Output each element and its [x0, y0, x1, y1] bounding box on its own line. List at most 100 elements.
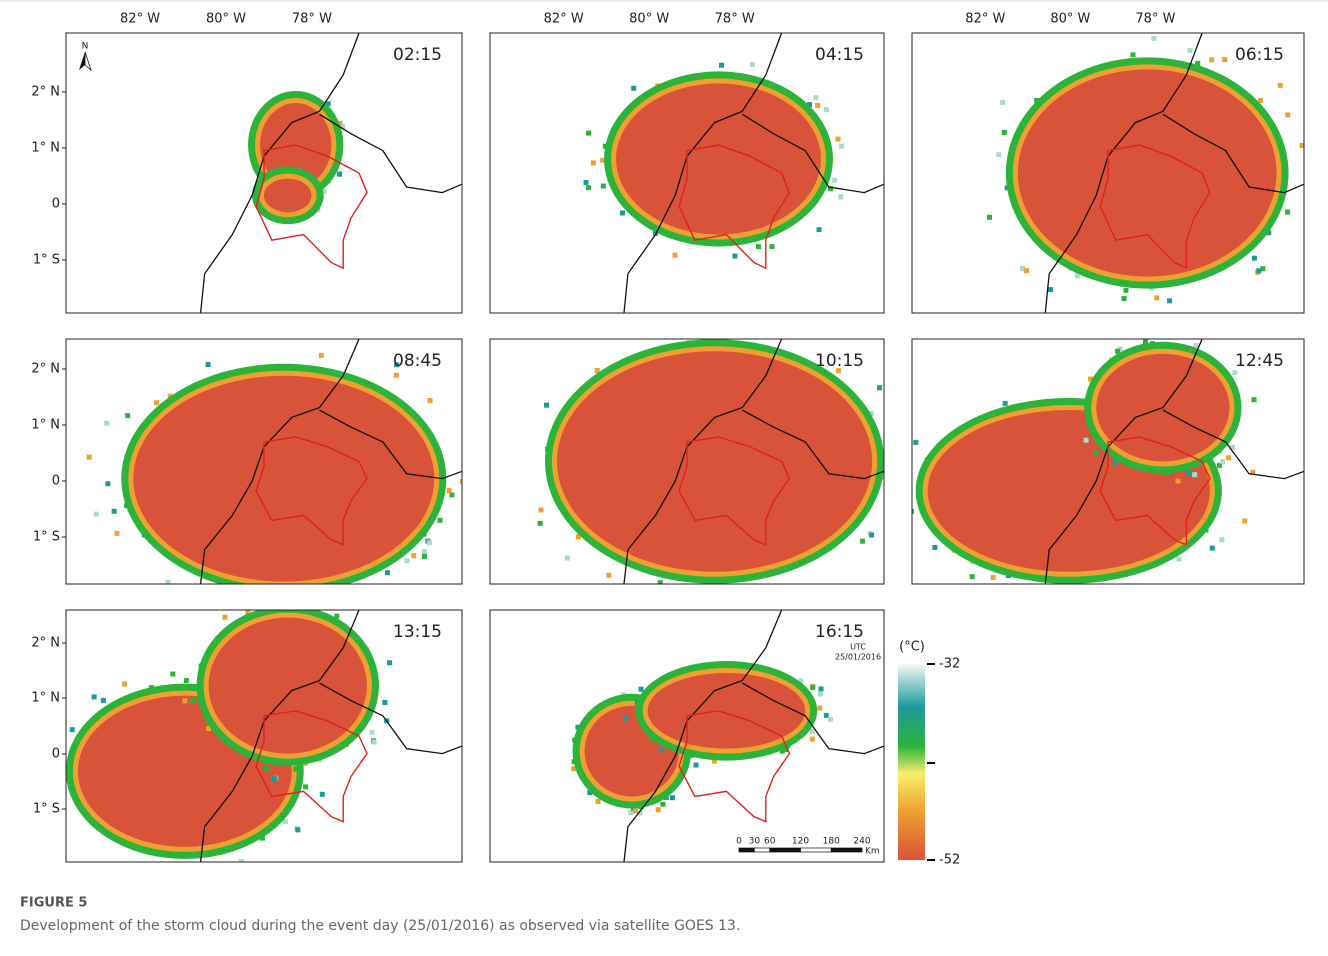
cloud-pixel	[239, 859, 244, 864]
cloud-pixel	[620, 210, 625, 215]
cloud-pixel	[539, 508, 544, 513]
cloud-pixel	[474, 446, 479, 451]
cloud-pixel	[810, 729, 815, 734]
scale-segment	[770, 848, 801, 852]
cloud-pixel	[422, 554, 427, 559]
cloud-pixel	[1123, 288, 1128, 293]
cloud-pixel	[932, 545, 937, 550]
cloud-pixel	[661, 330, 666, 335]
cloud-pixel	[1222, 57, 1227, 62]
cloud-pixel	[1042, 584, 1047, 589]
cloud-pixel	[1278, 83, 1283, 88]
cloud-pixel	[184, 678, 189, 683]
cloud-pixel	[591, 160, 596, 165]
cloud-pixel	[1000, 100, 1005, 105]
cloud-pixel	[70, 727, 75, 732]
cloud-pixel	[586, 131, 591, 136]
panel-time: 12:45	[1235, 351, 1284, 371]
cloud-pixel	[877, 385, 882, 390]
cloud-pixel	[1256, 268, 1261, 273]
cloud-pixel	[1002, 130, 1007, 135]
lon-label: 78° W	[715, 12, 755, 27]
cloud-pixel	[372, 740, 377, 745]
cloud-pixel	[293, 766, 298, 771]
cloud-pixel	[769, 244, 774, 249]
panel-time: 16:15	[815, 622, 864, 642]
map-panel	[45, 604, 462, 875]
panel-date: 25/01/2016	[835, 653, 881, 662]
cloud-pixel	[586, 185, 591, 190]
cloud-pixel	[428, 398, 433, 403]
cloud-pixel	[659, 747, 664, 752]
cloud-pixel	[860, 539, 865, 544]
cloud-pixel	[818, 692, 823, 697]
cloud-pixel	[1220, 459, 1225, 464]
scale-segment	[739, 848, 754, 852]
cloud-pixel	[382, 700, 387, 705]
scale-tick-label: 0	[736, 837, 742, 847]
cloud-pixel	[710, 318, 715, 323]
map-panel	[201, 33, 462, 313]
cloud-pixel	[125, 413, 130, 418]
cloud-pixel	[1209, 57, 1214, 62]
cloud-core	[209, 618, 367, 754]
figure: 02:1582° W80° W78° W2° N1° N01° S04:1582…	[0, 0, 1328, 956]
map-panel	[538, 318, 931, 613]
cloud-pixel	[672, 253, 677, 258]
cloud-pixel	[92, 694, 97, 699]
colorbar-min: -52	[939, 853, 960, 868]
panel-time: 06:15	[1235, 45, 1284, 65]
lat-label: 2° N	[31, 85, 60, 100]
scale-tick-label: 120	[792, 837, 809, 847]
cloud-pixel	[222, 615, 227, 620]
cloud-pixel	[810, 737, 815, 742]
cloud-pixel	[1285, 112, 1290, 117]
lat-label: 2° N	[31, 636, 60, 651]
cloud-core	[264, 179, 312, 213]
cloud-pixel	[320, 792, 325, 797]
lon-label: 80° W	[1050, 12, 1090, 27]
cloud-pixel	[387, 660, 392, 665]
cloud-pixel	[405, 558, 410, 563]
cloud-pixel	[623, 716, 628, 721]
cloud-pixel	[422, 549, 427, 554]
lon-label: 78° W	[1135, 12, 1175, 27]
cloud-core	[616, 83, 821, 234]
cloud-pixel	[750, 62, 755, 67]
panel-time: 02:15	[393, 45, 442, 65]
lat-label: 0	[52, 747, 60, 762]
cloud-pixel	[633, 808, 638, 813]
cloud-pixel	[670, 795, 675, 800]
map-panel	[87, 339, 480, 614]
cloud-pixel	[1252, 256, 1257, 261]
cloud-pixel	[45, 790, 50, 795]
cloud-pixel	[828, 717, 833, 722]
cloud-pixel	[836, 137, 841, 142]
colorbar-unit: (°C)	[899, 640, 925, 655]
panel-time: 10:15	[815, 351, 864, 371]
cloud-pixel	[900, 486, 905, 491]
cloud-pixel	[810, 685, 815, 690]
cloud-pixel	[1175, 479, 1180, 484]
lon-label: 82° W	[120, 12, 160, 27]
cloud-pixel	[631, 86, 636, 91]
cloud-pixel	[656, 807, 661, 812]
cloud-pixel	[1226, 455, 1231, 460]
cloud-core	[1018, 69, 1277, 276]
cloud-pixel	[639, 687, 644, 692]
cloud-pixel	[900, 453, 905, 458]
cloud-pixel	[264, 766, 269, 771]
cloud-pixel	[897, 485, 902, 490]
cloud-pixel	[719, 63, 724, 68]
cloud-pixel	[303, 784, 308, 789]
panel-time: 04:15	[815, 45, 864, 65]
cloud-pixel	[727, 599, 732, 604]
cloud-pixel	[1285, 210, 1290, 215]
cloud-pixel	[756, 244, 761, 249]
cloud-pixel	[337, 172, 342, 177]
cloud-pixel	[1122, 296, 1127, 301]
cloud-pixel	[812, 585, 817, 590]
cloud-pixel	[1242, 519, 1247, 524]
cloud-pixel	[370, 730, 375, 735]
cloud-pixel	[817, 227, 822, 232]
